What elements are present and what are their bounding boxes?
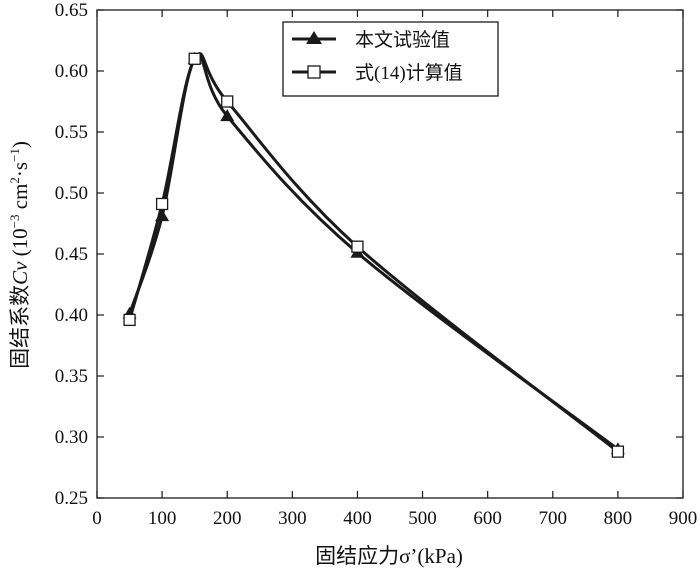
y-axis-title-exp1: −3 [7,215,22,229]
data-point-square [155,197,169,211]
legend-label-series-2: 式(14)计算值 [355,62,463,84]
data-point-square [123,313,136,327]
data-point-square [611,445,625,458]
x-tick-label: 300 [278,508,307,529]
data-point-square [188,52,201,65]
x-tick-label: 500 [408,508,437,529]
legend-marker-triangle [306,31,322,44]
series-line-2 [128,52,619,453]
legend-marker-square [307,65,321,79]
x-tick-label: 700 [539,508,568,529]
x-tick-label: 400 [343,508,372,529]
y-tick-label: 0.35 [55,366,88,387]
series-layer [122,51,625,458]
y-tick-label: 0.55 [55,122,88,143]
x-tick-label: 600 [473,508,502,529]
data-point-square [351,240,364,253]
series-line-1 [128,53,619,451]
y-axis-title-close: ) [8,141,32,148]
y-axis-title-exp2: 2 [7,177,22,184]
data-point-triangle [155,209,170,222]
x-tick-label: 0 [92,508,102,529]
y-axis-title-mid: cm [8,184,32,215]
y-tick-label: 0.60 [55,61,88,82]
ticks-layer: 0 100 200 300 400 500 600 700 800 900 0.25 0.30 0.35… [55,0,698,529]
legend-label-series-1: 本文试验值 [355,29,450,51]
legend: 本文试验值 式(14)计算值 [282,21,499,97]
y-tick-label: 0.30 [55,427,88,448]
x-tick-label: 100 [148,508,177,529]
y-tick-label: 0.25 [55,488,88,509]
y-axis-title-unit-open: (10 [8,228,32,261]
y-axis-title-mid2: ·s [8,162,32,177]
y-tick-label: 0.50 [55,183,88,204]
data-point-triangle [220,109,235,122]
x-tick-label: 800 [604,508,633,529]
legend-box [282,21,499,97]
y-tick-label: 0.65 [55,0,88,21]
y-axis-title-var: Cv [8,261,32,285]
data-point-square [221,95,234,108]
x-tick-label: 900 [669,508,698,529]
x-axis-title: 固结应力σ’(kPa) [315,544,463,568]
y-tick-label: 0.45 [55,244,88,265]
x-tick-label: 200 [213,508,242,529]
y-axis-title: 固结系数Cv (10−3 cm2·s−1) [7,141,32,369]
y-tick-label: 0.40 [55,305,88,326]
y-axis-title-prefix: 固结系数 [8,285,32,369]
y-axis-title-exp3: −1 [7,148,22,162]
